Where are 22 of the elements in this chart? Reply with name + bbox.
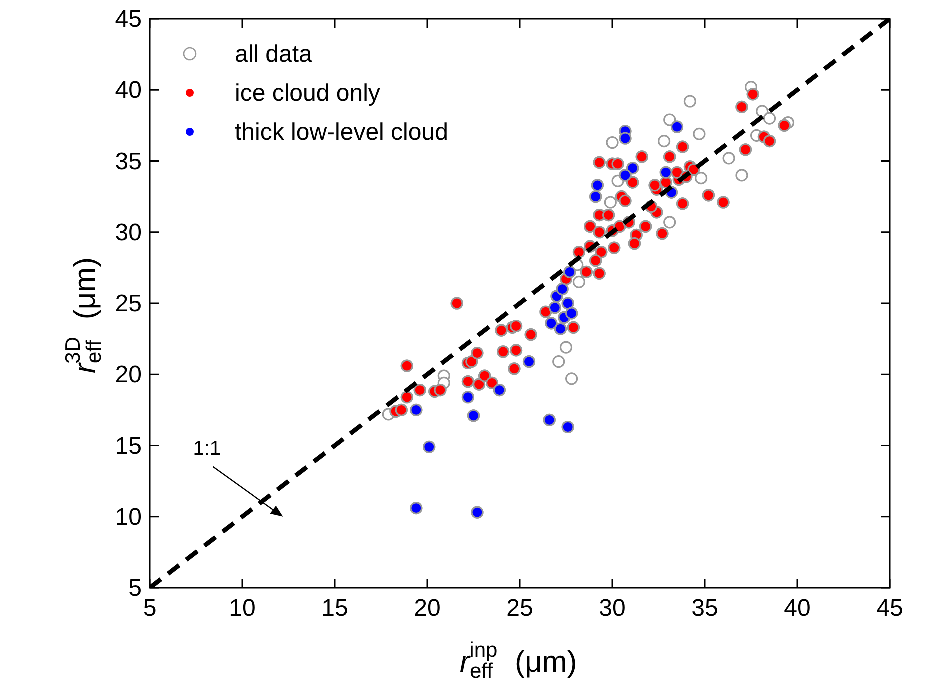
y-tick-label: 15 bbox=[115, 432, 142, 460]
y-tick-label: 25 bbox=[115, 290, 142, 318]
x-tick-label: 35 bbox=[692, 595, 718, 622]
y-tick-label: 5 bbox=[128, 575, 142, 602]
x-tick-label: 45 bbox=[876, 595, 904, 622]
legend-label: thick low-level cloud bbox=[235, 119, 448, 146]
x-tick-label: 40 bbox=[784, 595, 811, 622]
y-tick-label: 30 bbox=[115, 219, 142, 246]
x-tick-label: 10 bbox=[229, 595, 256, 622]
y-tick-label: 35 bbox=[115, 148, 142, 176]
y-tick-label: 20 bbox=[115, 362, 142, 389]
x-tick-label: 25 bbox=[506, 595, 534, 622]
x-tick-label: 15 bbox=[322, 595, 348, 622]
y-tick-label: 45 bbox=[115, 6, 142, 33]
x-tick-label: 20 bbox=[414, 595, 441, 622]
annotation: 1:1 bbox=[193, 438, 222, 460]
y-tick-label: 10 bbox=[115, 504, 142, 531]
x-axis-title: r$_{eff}$$^{inp}$ (μm) bbox=[460, 639, 578, 684]
legend-label: ice cloud only bbox=[235, 80, 380, 107]
y-tick-label: 40 bbox=[115, 77, 142, 104]
legend-label: all data bbox=[235, 41, 314, 68]
x-tick-label: 30 bbox=[599, 595, 626, 622]
